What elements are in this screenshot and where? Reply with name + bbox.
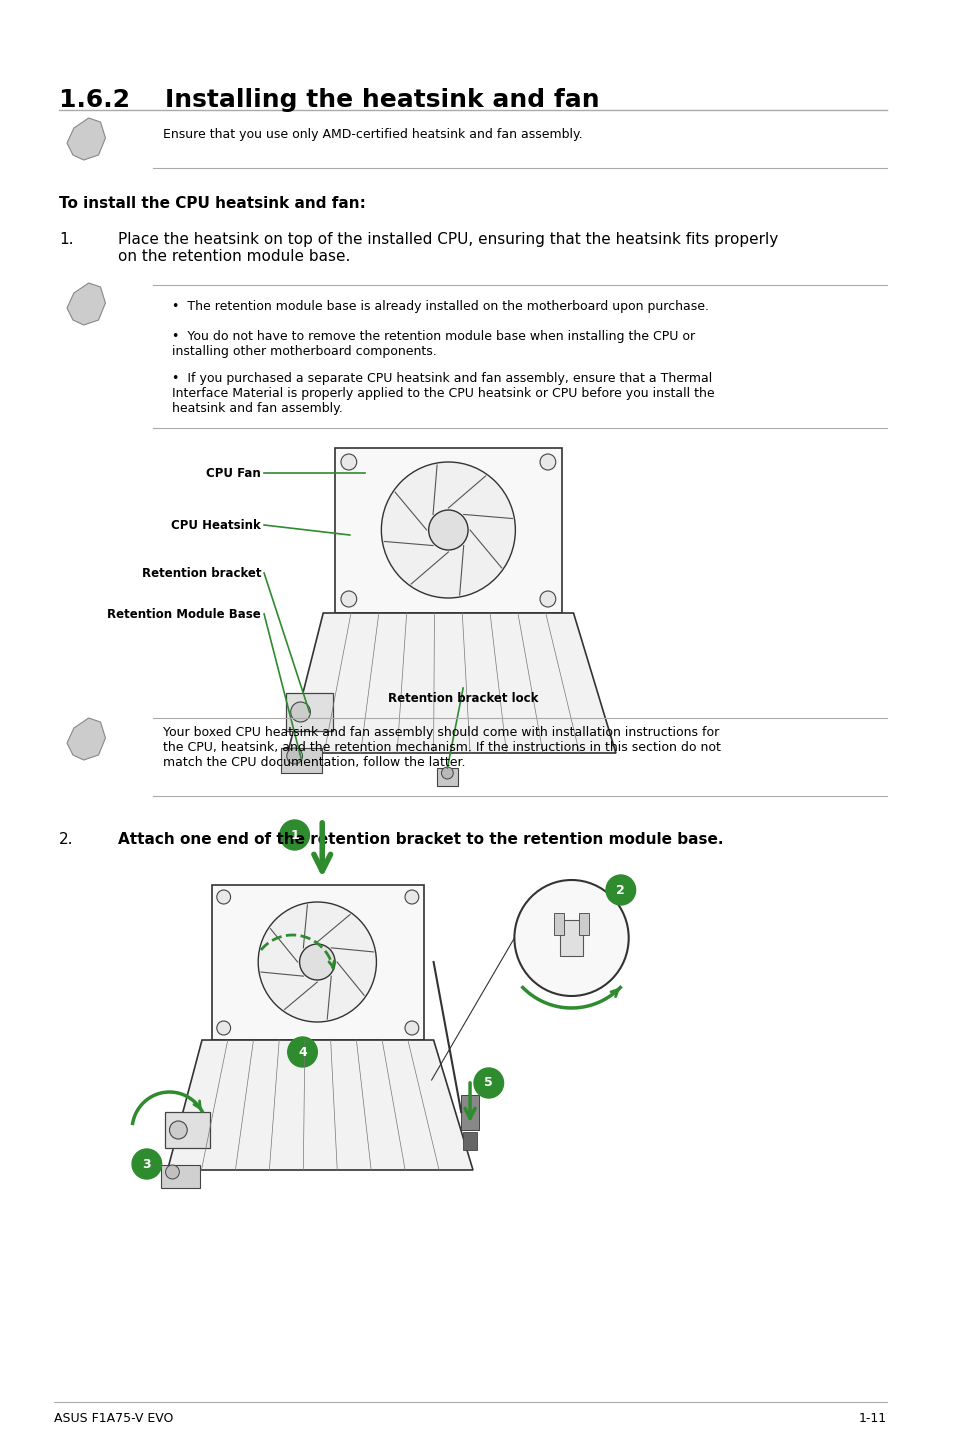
Text: Retention Module Base: Retention Module Base xyxy=(108,607,261,620)
Circle shape xyxy=(405,1021,418,1035)
Bar xyxy=(462,1133,476,1150)
Bar xyxy=(335,448,561,613)
Text: 1-11: 1-11 xyxy=(858,1412,886,1425)
Text: Place the heatsink on top of the installed CPU, ensuring that the heatsink fits : Place the heatsink on top of the install… xyxy=(118,232,778,265)
Text: Ensure that you use only AMD-certified heatsink and fan assembly.: Ensure that you use only AMD-certified h… xyxy=(162,127,581,140)
Circle shape xyxy=(216,1021,231,1035)
Bar xyxy=(160,1166,200,1189)
Circle shape xyxy=(605,875,635,905)
Circle shape xyxy=(428,510,468,550)
Polygon shape xyxy=(168,1040,473,1170)
Bar xyxy=(436,768,457,786)
Text: 1: 1 xyxy=(290,829,298,842)
Circle shape xyxy=(216,891,231,904)
Circle shape xyxy=(170,1121,187,1138)
Text: 5: 5 xyxy=(484,1077,493,1090)
Text: 2: 2 xyxy=(616,884,624,896)
Circle shape xyxy=(299,944,335,979)
Circle shape xyxy=(166,1166,179,1179)
Text: Retention bracket: Retention bracket xyxy=(141,567,261,580)
Text: 4: 4 xyxy=(298,1045,307,1058)
Polygon shape xyxy=(288,613,616,753)
Text: Retention bracket lock: Retention bracket lock xyxy=(388,692,537,705)
Circle shape xyxy=(441,768,453,779)
Polygon shape xyxy=(67,117,106,160)
Polygon shape xyxy=(67,717,106,760)
Circle shape xyxy=(514,881,628,997)
Text: CPU Heatsink: CPU Heatsink xyxy=(172,518,261,531)
Circle shape xyxy=(474,1068,503,1098)
Circle shape xyxy=(291,702,310,722)
Circle shape xyxy=(340,454,356,470)
Bar xyxy=(286,693,333,730)
Bar xyxy=(578,914,589,935)
Bar xyxy=(165,1113,210,1148)
Circle shape xyxy=(287,748,302,765)
Bar xyxy=(559,919,583,957)
Circle shape xyxy=(258,902,376,1022)
Text: Attach one end of the retention bracket to the retention module base.: Attach one end of the retention bracket … xyxy=(118,832,723,846)
Circle shape xyxy=(405,891,418,904)
Text: Your boxed CPU heatsink and fan assembly should come with installation instructi: Your boxed CPU heatsink and fan assembly… xyxy=(162,726,720,769)
Text: 2.: 2. xyxy=(59,832,73,846)
Circle shape xyxy=(288,1037,317,1067)
Text: 1.6.2    Installing the heatsink and fan: 1.6.2 Installing the heatsink and fan xyxy=(59,87,599,112)
Circle shape xyxy=(132,1148,161,1179)
Text: •  The retention module base is already installed on the motherboard upon purcha: • The retention module base is already i… xyxy=(172,299,709,314)
Polygon shape xyxy=(67,284,106,325)
Bar xyxy=(212,885,423,1040)
Circle shape xyxy=(340,591,356,607)
Bar xyxy=(460,1095,478,1130)
Text: 1.: 1. xyxy=(59,232,73,246)
Bar xyxy=(554,914,563,935)
Text: To install the CPU heatsink and fan:: To install the CPU heatsink and fan: xyxy=(59,196,366,211)
Text: •  You do not have to remove the retention module base when installing the CPU o: • You do not have to remove the retentio… xyxy=(172,329,695,358)
Circle shape xyxy=(539,454,556,470)
Text: ASUS F1A75-V EVO: ASUS F1A75-V EVO xyxy=(54,1412,173,1425)
Circle shape xyxy=(539,591,556,607)
Text: •  If you purchased a separate CPU heatsink and fan assembly, ensure that a Ther: • If you purchased a separate CPU heatsi… xyxy=(172,372,715,415)
Text: 3: 3 xyxy=(142,1157,151,1170)
Bar xyxy=(280,748,322,773)
Text: CPU Fan: CPU Fan xyxy=(206,467,261,480)
Circle shape xyxy=(279,821,309,851)
Circle shape xyxy=(381,463,515,599)
